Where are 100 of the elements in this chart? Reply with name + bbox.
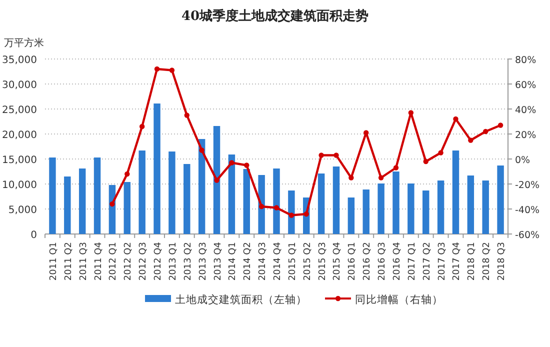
point (393, 165, 399, 170)
x-tick-label: 2014 Q3 (258, 242, 268, 281)
x-tick-label: 2013 Q4 (213, 242, 224, 281)
bar (258, 175, 265, 234)
x-tick-label: 2013 Q1 (168, 242, 178, 281)
y2-tick-label: 20% (515, 130, 536, 141)
bar (243, 169, 250, 234)
bar (332, 166, 340, 234)
point (288, 212, 294, 218)
bar (64, 176, 71, 234)
x-tick-label: 2011 Q2 (64, 242, 74, 281)
x-tick-label: 2015 Q3 (318, 242, 328, 281)
x-tick-label: 2012 Q4 (154, 242, 164, 281)
x-tick-label: 2014 Q1 (228, 242, 238, 281)
x-tick-label: 2014 Q4 (273, 242, 283, 281)
x-tick-label: 2017 Q2 (422, 242, 432, 281)
legend-label: 同比增幅（右轴） (355, 293, 443, 306)
x-tick-label: 2016 Q2 (362, 242, 373, 281)
point (453, 116, 458, 122)
x-tick-label: 2017 Q3 (437, 242, 448, 281)
x-tick-label: 2013 Q3 (198, 242, 208, 281)
bar (378, 184, 384, 234)
bar (497, 166, 504, 234)
y-axis-title: 万平方米 (4, 37, 44, 49)
x-tick-label: 2012 Q1 (108, 242, 119, 281)
x-tick-label: 2015 Q4 (332, 242, 343, 281)
y-tick-label: 25,000 (2, 105, 37, 116)
x-tick-label: 2015 Q1 (288, 242, 298, 281)
x-tick-label: 2016 Q3 (378, 242, 388, 281)
bar (437, 180, 444, 234)
y2-tick-label: 40% (515, 105, 536, 116)
bar (348, 198, 355, 234)
point (364, 130, 369, 136)
x-tick-label: 2018 Q2 (482, 242, 492, 281)
x-tick-label: 2017 Q1 (407, 242, 418, 281)
bar (94, 158, 101, 234)
point (274, 205, 280, 210)
point (124, 171, 130, 177)
bar (288, 190, 295, 234)
point (482, 128, 488, 134)
point (229, 160, 234, 166)
point (110, 201, 115, 207)
point (304, 211, 309, 217)
x-tick-label: 2014 Q2 (243, 242, 254, 281)
x-tick-label: 2011 Q4 (94, 242, 104, 281)
point (438, 150, 444, 156)
bar (422, 190, 430, 234)
bar (213, 126, 220, 234)
bar (452, 150, 460, 234)
bar (49, 158, 56, 234)
point (184, 112, 190, 118)
x-tick-label: 2018 Q3 (497, 242, 508, 281)
point (498, 122, 504, 128)
point (334, 152, 339, 158)
bar (168, 152, 176, 234)
bar (273, 168, 280, 234)
x-tick-label: 2012 Q3 (138, 242, 149, 281)
bar (78, 168, 86, 234)
bar (318, 174, 325, 234)
y-tick-label: 10,000 (2, 180, 37, 191)
x-tick-label: 2015 Q2 (302, 242, 313, 281)
bar (154, 104, 160, 234)
chart-title: 40城季度土地成交建筑面积走势 (181, 8, 369, 24)
y2-tick-label: 80% (515, 55, 536, 66)
x-tick-label: 2018 Q1 (467, 242, 478, 281)
bar (184, 164, 190, 234)
y2-tick-label: 0% (515, 155, 530, 166)
point (348, 175, 354, 180)
x-tick-label: 2011 Q3 (78, 242, 89, 281)
y-tick-label: 5,000 (8, 205, 37, 216)
bar (408, 184, 414, 234)
y2-tick-label: 60% (515, 80, 536, 91)
y-tick-label: 30,000 (2, 80, 37, 91)
bar (482, 180, 489, 234)
x-tick-label: 2017 Q4 (452, 242, 462, 281)
point (169, 68, 175, 73)
y2-tick-label: -20% (515, 180, 540, 191)
bar (124, 182, 131, 234)
legend-label: 土地成交建筑面积（左轴） (175, 293, 307, 306)
point (139, 124, 145, 130)
y2-tick-label: -40% (515, 205, 540, 216)
point (408, 110, 414, 116)
x-tick-label: 2011 Q1 (48, 242, 59, 281)
x-tick-label: 2012 Q2 (124, 242, 134, 281)
y-tick-label: 15,000 (2, 155, 37, 166)
point (154, 66, 160, 72)
point (318, 152, 324, 158)
point (199, 148, 204, 153)
x-tick-label: 2016 Q1 (348, 242, 358, 281)
bar (362, 190, 370, 234)
bar (138, 150, 146, 234)
bar (392, 172, 400, 234)
point (378, 175, 384, 180)
point (214, 178, 220, 183)
point (423, 158, 428, 164)
bar (198, 139, 206, 234)
y2-tick-label: -60% (515, 230, 540, 241)
point (468, 138, 474, 143)
point (244, 162, 250, 168)
bar (228, 154, 236, 234)
